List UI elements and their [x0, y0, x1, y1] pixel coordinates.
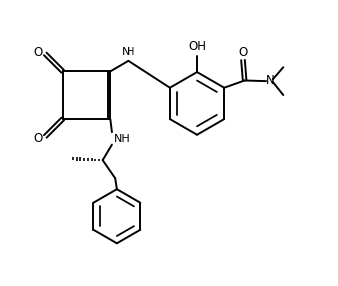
Text: N: N	[266, 74, 275, 87]
Text: N: N	[122, 47, 130, 57]
Text: O: O	[33, 132, 43, 144]
Text: O: O	[239, 46, 248, 59]
Text: O: O	[33, 46, 43, 59]
Text: NH: NH	[114, 134, 131, 144]
Text: H: H	[127, 47, 135, 57]
Text: OH: OH	[188, 40, 206, 53]
